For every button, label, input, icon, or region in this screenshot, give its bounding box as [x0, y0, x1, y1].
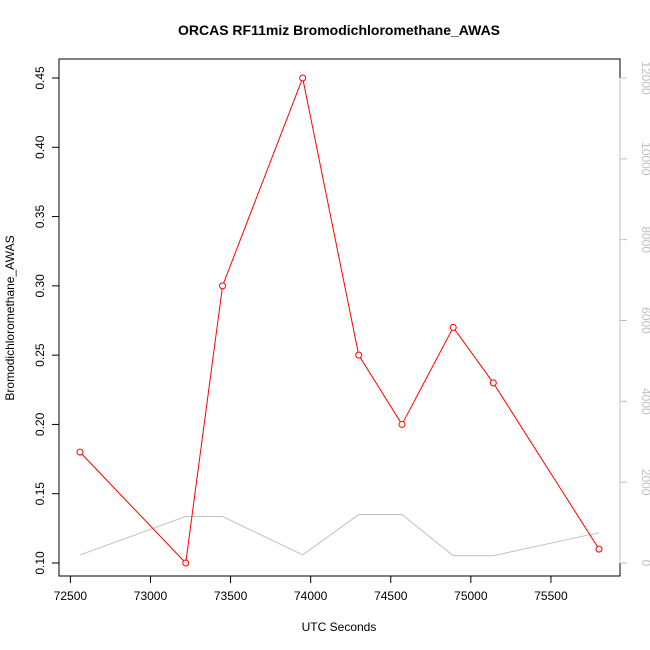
- x-tick-label: 75500: [534, 589, 568, 603]
- series-line-secondary: [79, 514, 600, 557]
- series-line-primary: [79, 76, 600, 565]
- data-point: [595, 545, 603, 553]
- x-tick-label: 74000: [294, 589, 328, 603]
- y-tick-label: 0.45: [33, 66, 47, 90]
- x-tick-label: 75000: [454, 589, 488, 603]
- y-tick-label: 0.30: [33, 274, 47, 298]
- data-point: [449, 323, 457, 331]
- y2-tick-label: 6000: [639, 307, 650, 334]
- y-axis: 0.10 0.15 0.20 0.25 0.30 0.35 0.40 0.45: [33, 66, 60, 575]
- data-point: [299, 74, 307, 82]
- y2-tick-label: 2000: [639, 469, 650, 496]
- x-tick-label: 72500: [54, 589, 88, 603]
- y2-tick-label: 10000: [639, 142, 650, 176]
- data-point: [76, 448, 84, 456]
- y2-tick-label: 4000: [639, 388, 650, 415]
- y-tick-label: 0.10: [33, 551, 47, 575]
- y-tick-label: 0.35: [33, 205, 47, 229]
- series-layer: [76, 74, 603, 567]
- y-axis-label: Bromodichloromethane_AWAS: [3, 235, 17, 400]
- y2-axis: 0 2000 4000 6000 8000 10000 12000: [619, 61, 650, 567]
- y-tick-label: 0.20: [33, 412, 47, 436]
- y-tick-label: 0.25: [33, 343, 47, 367]
- data-point: [219, 282, 227, 290]
- y2-tick-label: 0: [639, 560, 650, 567]
- x-axis-label: UTC Seconds: [302, 620, 377, 634]
- x-tick-label: 73500: [214, 589, 248, 603]
- chart-title: ORCAS RF11miz Bromodichloromethane_AWAS: [178, 22, 500, 38]
- plot-area: [58, 58, 621, 577]
- data-point: [489, 379, 497, 387]
- data-point: [182, 559, 190, 567]
- data-point: [398, 420, 406, 428]
- y-tick-label: 0.40: [33, 135, 47, 159]
- y-tick-label: 0.15: [33, 482, 47, 506]
- x-tick-label: 74500: [374, 589, 408, 603]
- data-point: [355, 351, 363, 359]
- y2-tick-label: 12000: [639, 61, 650, 95]
- x-tick-label: 73000: [134, 589, 168, 603]
- y2-tick-label: 8000: [639, 226, 650, 253]
- x-axis: 72500 73000 73500 74000 74500 75000 75500: [54, 575, 568, 603]
